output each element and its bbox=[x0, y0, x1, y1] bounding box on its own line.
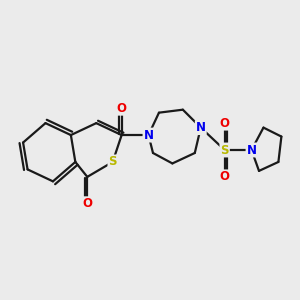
Text: N: N bbox=[196, 121, 206, 134]
Text: S: S bbox=[220, 143, 229, 157]
Text: N: N bbox=[143, 129, 154, 142]
Text: O: O bbox=[117, 102, 127, 115]
Text: O: O bbox=[82, 197, 92, 210]
Text: N: N bbox=[247, 143, 256, 157]
Text: O: O bbox=[220, 117, 230, 130]
Text: S: S bbox=[108, 155, 117, 168]
Text: O: O bbox=[220, 170, 230, 183]
